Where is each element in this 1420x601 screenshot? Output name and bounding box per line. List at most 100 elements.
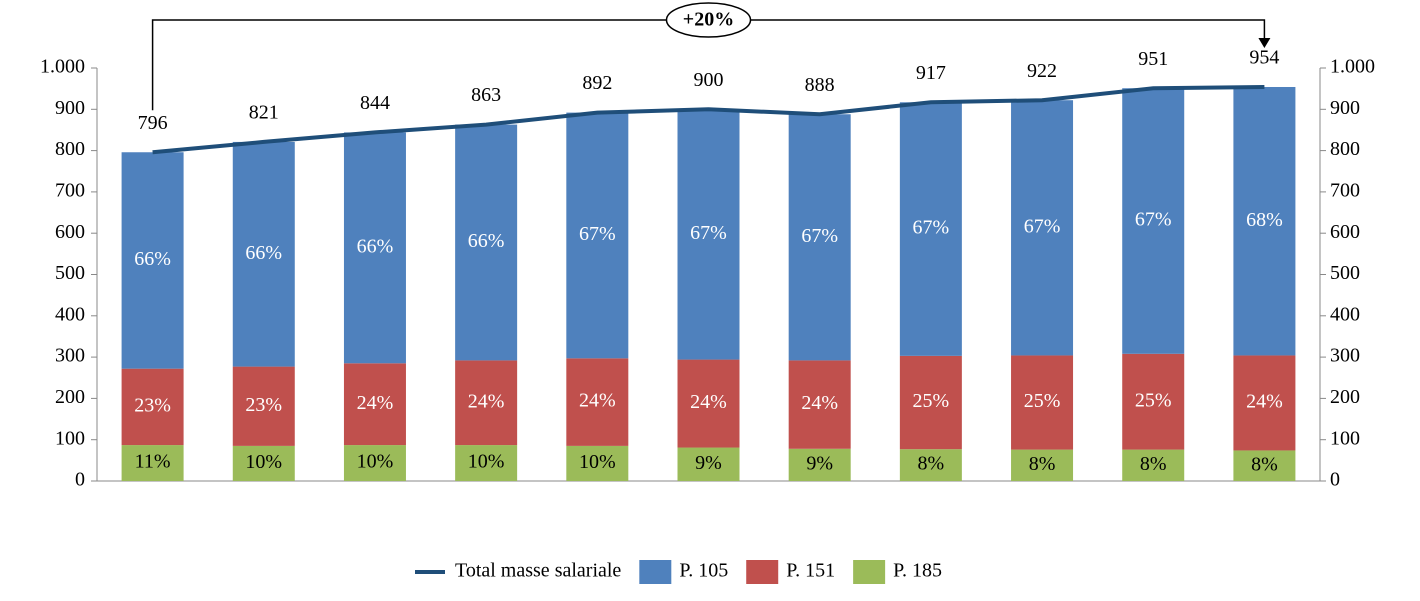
share-label: 10%: [579, 451, 616, 473]
share-label: 24%: [579, 390, 616, 412]
bar-segment: [343, 132, 406, 364]
bar-segment: [566, 445, 629, 481]
bar-segment: [232, 141, 295, 367]
legend-label: P. 185: [893, 560, 942, 582]
y-tick-label: 300: [55, 345, 85, 367]
share-label: 24%: [801, 392, 838, 414]
share-label: 25%: [1024, 390, 1061, 412]
y-tick-label: 100: [55, 427, 85, 449]
arrow-head: [1258, 38, 1271, 48]
y2-tick-label: 1.000: [1330, 56, 1375, 78]
share-label: 67%: [1135, 209, 1172, 231]
share-label: 10%: [357, 451, 394, 473]
y2-tick-label: 500: [1330, 262, 1360, 284]
bar-segment: [1011, 100, 1074, 356]
bar-segment: [1011, 355, 1074, 450]
total-line: [152, 84, 1265, 155]
share-label: 68%: [1246, 209, 1283, 231]
share-label: 67%: [913, 217, 950, 239]
bar-segment: [899, 355, 962, 450]
share-label: 8%: [1251, 453, 1278, 475]
legend-label: P. 151: [786, 560, 835, 582]
total-label: 892: [582, 72, 612, 94]
total-label: 844: [360, 92, 390, 114]
bar-segment: [121, 445, 184, 481]
y2-tick-label: 0: [1330, 469, 1340, 491]
y2-tick-label: 700: [1330, 179, 1360, 201]
share-label: 11%: [135, 451, 171, 473]
bar-segment: [1122, 449, 1185, 481]
bar-segment: [899, 449, 962, 481]
bar-segment: [343, 363, 406, 446]
y-tick-label: 500: [55, 262, 85, 284]
bar-segment: [121, 152, 184, 369]
y-tick-label: 400: [55, 303, 85, 325]
bar-segment: [343, 445, 406, 481]
total-label: 863: [471, 84, 501, 106]
share-label: 24%: [1246, 391, 1283, 413]
bar-segment: [455, 445, 518, 481]
bar-segment: [1233, 355, 1296, 451]
share-label: 24%: [468, 390, 505, 412]
bar-segment: [121, 368, 184, 446]
share-label: 67%: [801, 225, 838, 247]
y-tick-label: 0: [75, 469, 85, 491]
bar-segment: [455, 360, 518, 446]
bar-segment: [1122, 88, 1185, 354]
bar-segment: [232, 445, 295, 481]
bar-segment: [1011, 449, 1074, 481]
bar-segment: [899, 102, 962, 356]
bar-segment: [566, 358, 629, 446]
bar-segment: [1233, 450, 1296, 481]
bar-segment: [1122, 353, 1185, 450]
y2-tick-label: 800: [1330, 138, 1360, 160]
share-label: 67%: [690, 222, 727, 244]
share-label: 66%: [245, 242, 282, 264]
share-label: 67%: [579, 223, 616, 245]
share-label: 24%: [357, 392, 394, 414]
total-label: 796: [138, 112, 168, 134]
y2-tick-label: 600: [1330, 221, 1360, 243]
bar-segment: [677, 447, 740, 481]
total-label: 954: [1249, 47, 1279, 69]
share-label: 25%: [1135, 389, 1172, 411]
y2-tick-label: 900: [1330, 97, 1360, 119]
bar-segment: [455, 124, 518, 361]
share-label: 8%: [918, 453, 945, 475]
bar-segment: [677, 109, 740, 360]
legend-swatch: [746, 560, 779, 584]
y-tick-label: 800: [55, 138, 85, 160]
share-label: 24%: [690, 391, 727, 413]
y-tick-label: 600: [55, 221, 85, 243]
total-label: 888: [805, 74, 835, 96]
annotation-oval: [665, 2, 752, 38]
bar-segment: [566, 112, 629, 359]
share-label: 10%: [468, 451, 505, 473]
legend-label: Total masse salariale: [455, 560, 621, 582]
total-label: 951: [1138, 48, 1168, 70]
total-label: 900: [694, 69, 724, 91]
share-label: 9%: [806, 452, 833, 474]
legend-swatch: [853, 560, 886, 584]
bar-segment: [788, 360, 851, 449]
total-label: 821: [249, 102, 279, 124]
y2-tick-label: 200: [1330, 386, 1360, 408]
y2-tick-label: 400: [1330, 303, 1360, 325]
bar-segment: [677, 359, 740, 448]
share-label: 25%: [913, 390, 950, 412]
share-label: 23%: [134, 394, 171, 416]
share-label: 8%: [1140, 453, 1167, 475]
legend-label: P. 105: [679, 560, 728, 582]
y-tick-label: 1.000: [40, 56, 85, 78]
total-label: 917: [916, 62, 946, 84]
bar-segment: [1233, 86, 1296, 356]
share-label: 9%: [695, 452, 722, 474]
share-label: 23%: [245, 394, 282, 416]
annotation: +20%: [683, 9, 734, 31]
y2-tick-label: 100: [1330, 427, 1360, 449]
share-label: 8%: [1029, 453, 1056, 475]
y-tick-label: 900: [55, 97, 85, 119]
legend-swatch: [639, 560, 672, 584]
y-tick-label: 200: [55, 386, 85, 408]
